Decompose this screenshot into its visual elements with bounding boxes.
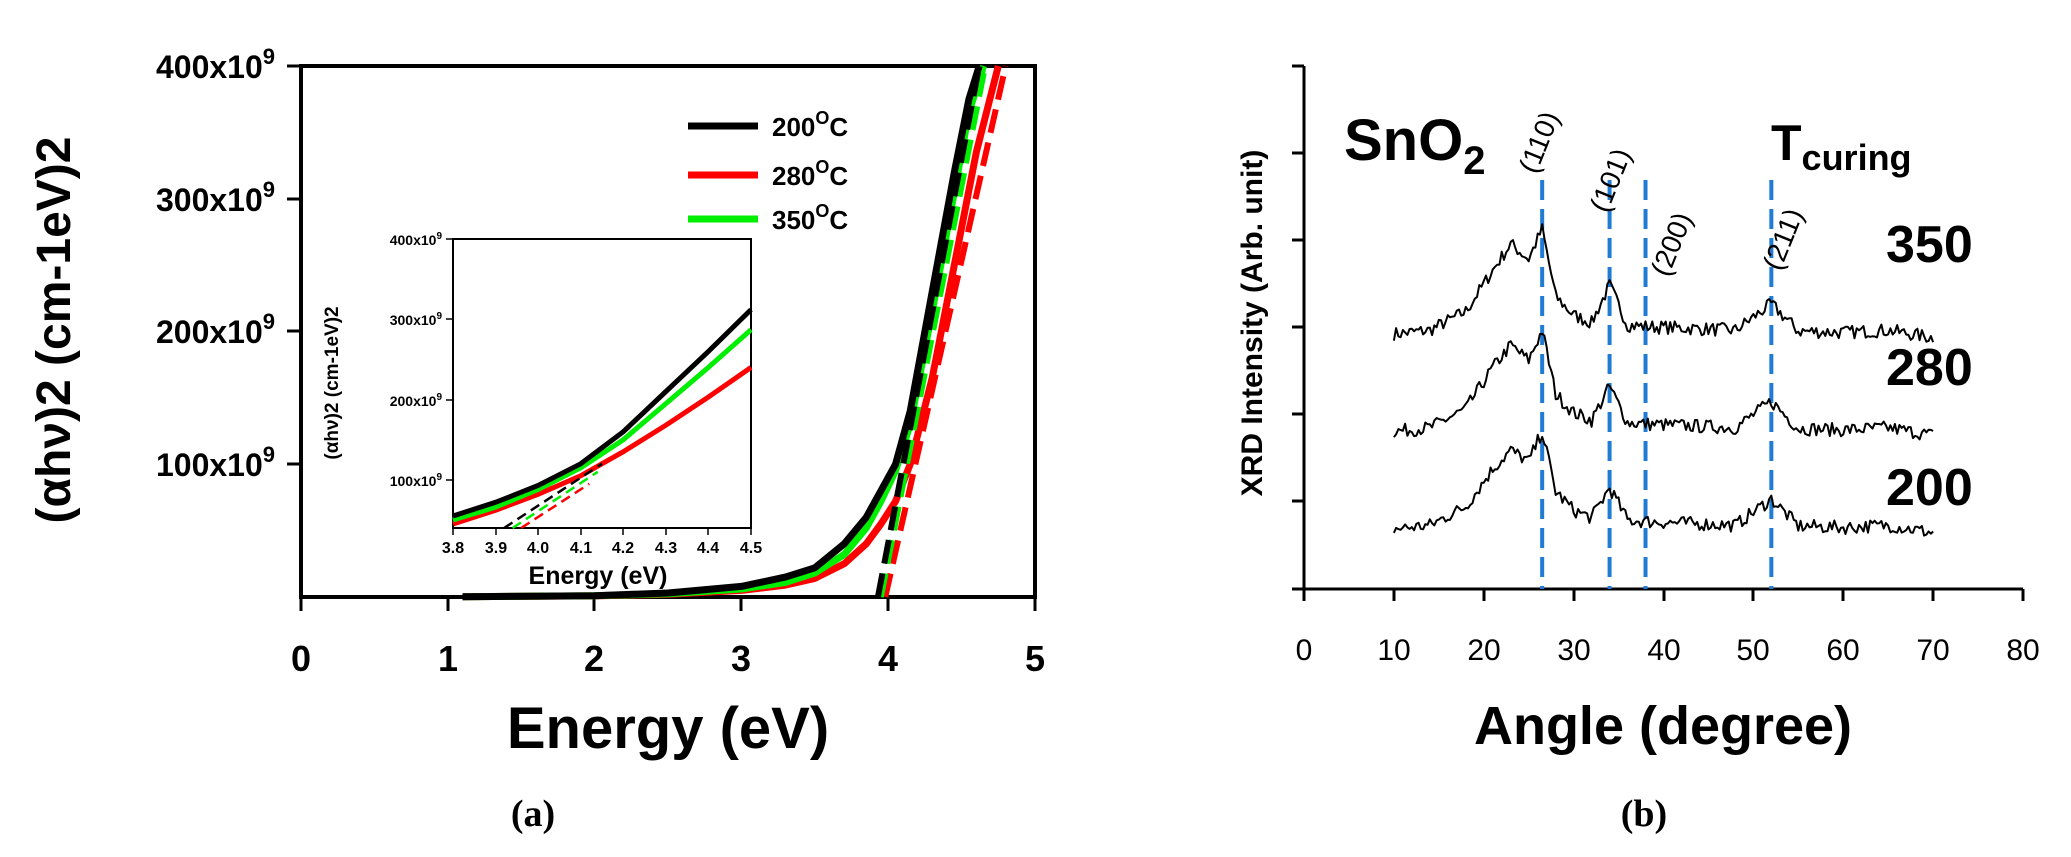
panel-b-x-ticks [1302, 589, 2025, 601]
panel-b-x-tick-label-10: 10 [1377, 634, 1410, 667]
panel-b-y-ticks [1292, 64, 1304, 591]
inset-series-line-280 [452, 365, 753, 527]
inset-y-ticks [446, 238, 453, 481]
panel-a-y-tick-base-400: 400x10 [156, 49, 263, 85]
inset-fit-line-280 [520, 482, 590, 530]
panel-a-y-axis-label: (αhν)2 (cm-1eV)2 [28, 137, 81, 524]
xrd-trace-280 [1393, 332, 1934, 441]
inset-series-group [452, 307, 753, 530]
inset-y-tick-label-200: 200x109 [390, 392, 443, 409]
panel-b-x-tick-label-20: 20 [1467, 634, 1500, 667]
panel-a-y-tick-exp-400: 9 [263, 44, 275, 69]
panel-a-x-tick-label-0: 0 [291, 638, 311, 679]
panel-b-y-axis-label: XRD Intensity (Arb. unit) [1236, 150, 1269, 497]
inset-x-tick-label-7: 4.5 [740, 540, 762, 557]
panel-b: 0 10 20 30 40 50 60 70 80 Angle (degree)… [1236, 64, 2040, 835]
inset-x-axis-label: Energy (eV) [529, 562, 668, 590]
panel-a-y-tick-exp-100: 9 [263, 442, 275, 467]
panel-a-x-tick-label-3: 3 [731, 638, 751, 679]
panel-a-x-tick-label-4: 4 [878, 638, 898, 679]
fit-line-280 [882, 65, 1009, 598]
series-label-280: 280 [1886, 339, 1973, 397]
panel-a-x-tick-label-1: 1 [438, 638, 458, 679]
panel-a-x-ticks [299, 597, 1037, 611]
inset-series-line-350 [452, 327, 753, 523]
panel-a-y-ticks [287, 64, 301, 466]
peak-label-200: (200) [1645, 208, 1698, 280]
xrd-trace-350 [1392, 223, 1935, 343]
inset-x-tick-label-0: 3.8 [442, 540, 464, 557]
panel-a-series-group [462, 64, 1009, 601]
peak-label-211: (211) [1757, 204, 1809, 274]
peak-label-110: (110) [1513, 107, 1565, 177]
panel-a-inset: 3.8 3.9 4.0 4.1 4.2 4.3 4.4 4.5 Energy (… [322, 231, 762, 590]
inset-x-tick-label-6: 4.4 [697, 540, 719, 557]
inset-x-tick-label-4: 4.2 [612, 540, 634, 557]
inset-x-tick-label-5: 4.3 [655, 540, 677, 557]
panel-b-x-tick-label-0: 0 [1296, 634, 1313, 667]
panel-b-x-axis-label: Angle (degree) [1474, 696, 1852, 756]
inset-fit-line-350 [511, 470, 599, 530]
panel-b-peak-labels: (110) (101) (200) (211) [1513, 107, 1809, 280]
panel-b-legend-title: Tcuring [1771, 115, 1912, 178]
inset-x-tick-label-2: 4.0 [527, 540, 549, 557]
panel-a-y-tick-label-300: 300x109 [156, 177, 275, 218]
panel-b-label: (b) [1621, 793, 1667, 835]
panel-b-title: SnO2 [1344, 108, 1485, 183]
panel-a-y-tick-exp-300: 9 [263, 177, 275, 202]
legend-label-280: 280OC [772, 157, 848, 191]
series-label-200: 200 [1886, 459, 1973, 517]
panel-a-y-tick-label-100: 100x109 [156, 442, 275, 483]
panel-a-y-tick-label-200: 200x109 [156, 309, 275, 350]
panel-b-x-tick-label-70: 70 [1916, 634, 1949, 667]
xrd-trace-200 [1392, 433, 1934, 537]
inset-fit-line-200 [503, 462, 603, 530]
inset-series-line-200 [452, 307, 753, 519]
series-label-350: 350 [1886, 216, 1973, 274]
panel-a-y-tick-label-400: 400x109 [156, 44, 275, 85]
inset-y-tick-label-400: 400x109 [390, 231, 443, 248]
panel-a-y-tick-base-200: 200x10 [156, 314, 263, 350]
panel-b-x-tick-label-50: 50 [1736, 634, 1769, 667]
fit-line-200 [874, 65, 983, 598]
panel-b-x-tick-label-80: 80 [2006, 634, 2039, 667]
inset-y-tick-label-100: 100x109 [390, 472, 443, 489]
panel-b-x-tick-label-40: 40 [1647, 634, 1680, 667]
panel-a-x-axis-label: Energy (eV) [507, 696, 829, 761]
panel-b-series-group [1392, 223, 1935, 537]
panel-b-x-tick-label-60: 60 [1826, 634, 1859, 667]
legend-label-350: 350OC [772, 201, 848, 235]
panel-a-legend: 200OC 280OC 350OC [688, 108, 848, 235]
panel-a: 0 1 2 3 4 5 Energy (eV) 100x109 200x109 … [28, 44, 1045, 835]
inset-plot-frame [452, 238, 752, 529]
panel-a-x-tick-label-2: 2 [584, 638, 604, 679]
peak-label-101: (101) [1584, 144, 1637, 216]
panel-a-x-tick-label-5: 5 [1025, 638, 1045, 679]
fit-line-350 [877, 65, 989, 598]
inset-x-tick-label-3: 4.1 [570, 540, 592, 557]
inset-x-ticks [452, 528, 752, 535]
legend-label-200: 200OC [772, 108, 848, 142]
panel-b-x-tick-label-30: 30 [1557, 634, 1590, 667]
panel-a-y-tick-base-300: 300x10 [156, 182, 263, 218]
inset-y-axis-label: (αhν)2 (cm-1eV)2 [322, 306, 343, 459]
panel-b-peak-lines [1540, 180, 1774, 589]
series-line-200 [462, 64, 983, 601]
inset-y-tick-label-300: 300x109 [390, 311, 443, 328]
panel-a-y-tick-base-100: 100x10 [156, 447, 263, 483]
panel-a-y-tick-exp-200: 9 [263, 309, 275, 334]
inset-x-tick-label-1: 3.9 [485, 540, 507, 557]
panel-a-label: (a) [511, 793, 555, 835]
